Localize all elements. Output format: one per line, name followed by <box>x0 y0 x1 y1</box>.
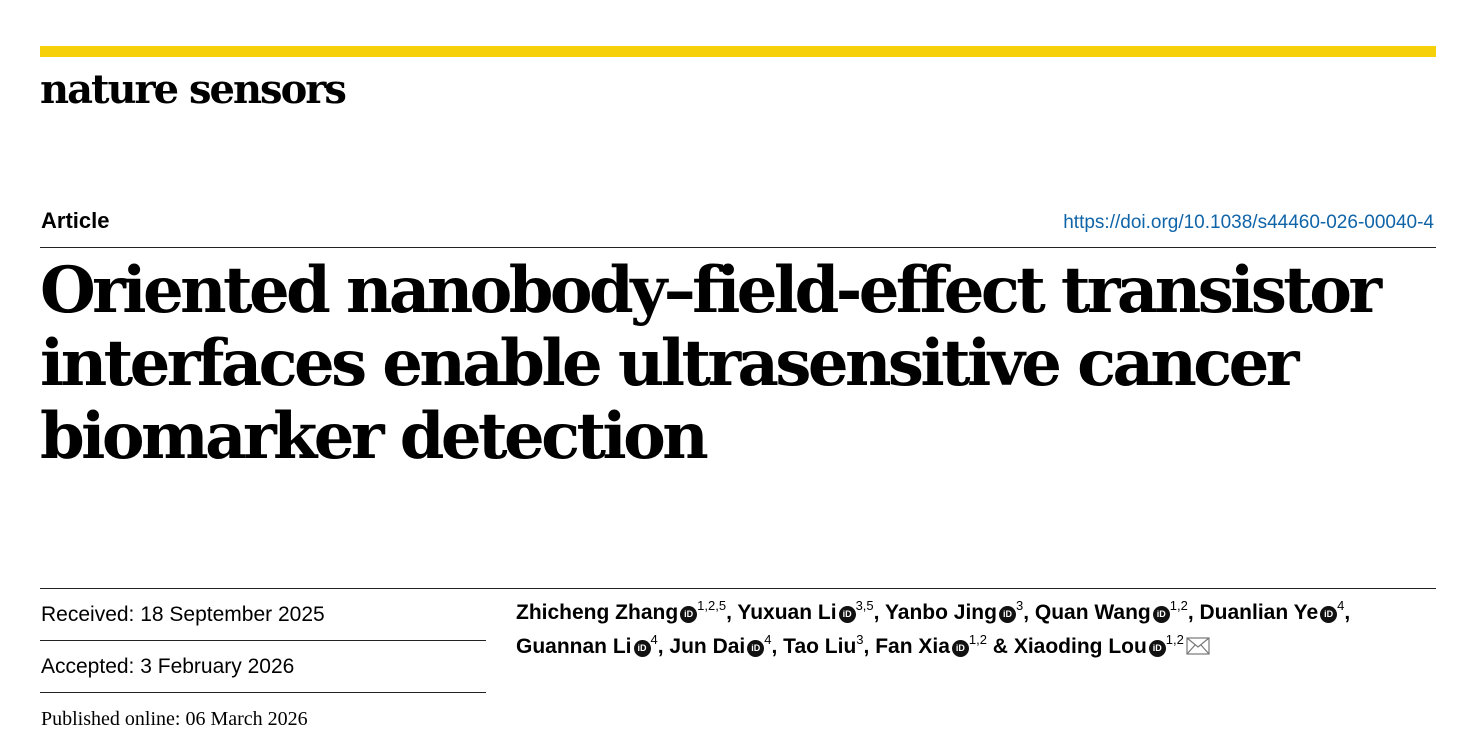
author-separator: , <box>1023 601 1035 624</box>
author-affiliation[interactable]: 1,2 <box>968 632 987 647</box>
accepted-date: Accepted: 3 February 2026 <box>40 641 486 693</box>
author-affiliation[interactable]: 1,2 <box>1165 632 1184 647</box>
orcid-icon[interactable]: iD <box>1148 640 1166 657</box>
author-affiliation[interactable]: 4 <box>1337 598 1345 613</box>
orcid-icon[interactable]: iD <box>1152 606 1170 623</box>
author-item: Duanlian Ye iD4 <box>1199 598 1345 624</box>
orcid-icon[interactable]: iD <box>1320 606 1338 623</box>
author-separator: & <box>986 635 1014 658</box>
article-type-label: Article <box>41 208 110 233</box>
author-separator: , <box>726 601 738 624</box>
orcid-icon[interactable]: iD <box>680 606 698 623</box>
author-item: Tao Liu3 <box>783 632 864 658</box>
envelope-icon[interactable] <box>1186 637 1210 655</box>
publication-dates: Received: 18 September 2025 Accepted: 3 … <box>40 589 486 745</box>
author-name[interactable]: Yanbo Jing <box>884 601 997 624</box>
article-title: Oriented nanobody–field-effect transisto… <box>40 253 1382 474</box>
meta-divider <box>40 588 1436 589</box>
author-item: Yanbo Jing iD3 <box>884 598 1024 624</box>
author-separator: , <box>657 635 670 658</box>
author-separator: , <box>863 635 876 658</box>
orcid-icon[interactable]: iD <box>951 640 969 657</box>
author-affiliation[interactable]: 4 <box>650 632 658 647</box>
author-name[interactable]: Guannan Li <box>516 635 632 658</box>
author-affiliation[interactable]: 4 <box>764 632 772 647</box>
author-affiliation[interactable]: 1,2,5 <box>697 598 727 613</box>
author-separator: , <box>1344 601 1351 624</box>
orcid-icon[interactable]: iD <box>633 640 651 657</box>
author-separator: , <box>771 635 784 658</box>
author-affiliation[interactable]: 3 <box>856 632 864 647</box>
author-item: Fan Xia iD1,2 <box>875 632 987 658</box>
journal-logo[interactable]: nature sensors <box>40 66 347 113</box>
author-item: Quan Wang iD1,2 <box>1034 598 1188 624</box>
author-item: Xiaoding Lou iD1,2 <box>1013 632 1210 658</box>
author-name[interactable]: Zhicheng Zhang <box>516 601 679 624</box>
author-name[interactable]: Fan Xia <box>875 635 950 658</box>
doi-link[interactable]: https://doi.org/10.1038/s44460-026-00040… <box>1063 212 1434 233</box>
author-name[interactable]: Quan Wang <box>1034 601 1151 624</box>
author-separator: , <box>1187 601 1200 624</box>
orcid-icon[interactable]: iD <box>747 640 765 657</box>
author-list: Zhicheng Zhang iD1,2,5, Yuxuan Li iD3,5, Y… <box>516 596 1416 664</box>
journal-accent-bar <box>40 46 1436 57</box>
orcid-icon[interactable]: iD <box>998 606 1016 623</box>
author-affiliation[interactable]: 3,5 <box>855 598 874 613</box>
received-date: Received: 18 September 2025 <box>40 589 486 641</box>
author-item: Jun Dai iD4 <box>669 632 772 658</box>
published-date: Published online: 06 March 2026 <box>41 707 308 730</box>
author-separator: , <box>873 601 885 624</box>
header-divider <box>40 247 1436 248</box>
author-item: Guannan Li iD4 <box>516 632 658 658</box>
author-name[interactable]: Tao Liu <box>783 635 857 658</box>
author-name[interactable]: Jun Dai <box>669 635 746 658</box>
author-affiliation[interactable]: 3 <box>1015 598 1024 613</box>
author-name[interactable]: Duanlian Ye <box>1199 601 1319 624</box>
author-item: Zhicheng Zhang iD1,2,5 <box>516 598 727 624</box>
author-name[interactable]: Yuxuan Li <box>737 601 837 624</box>
author-item: Yuxuan Li iD3,5 <box>737 598 874 624</box>
author-affiliation[interactable]: 1,2 <box>1169 598 1188 613</box>
author-name[interactable]: Xiaoding Lou <box>1013 635 1147 658</box>
orcid-icon[interactable]: iD <box>838 606 856 623</box>
